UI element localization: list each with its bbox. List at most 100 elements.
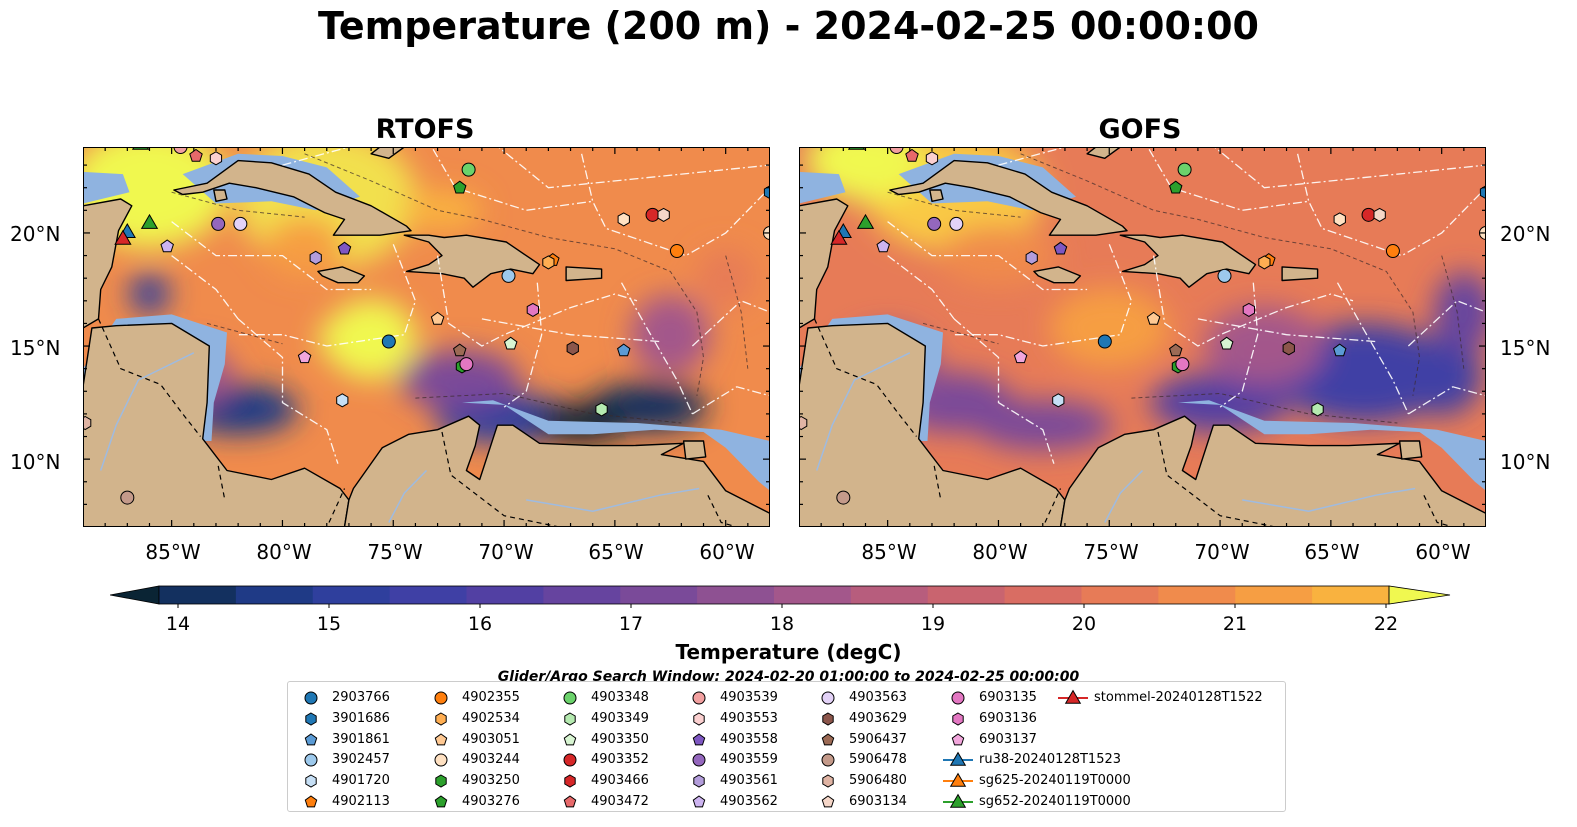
argo-float-marker (1097, 334, 1112, 349)
colorbar-segment (620, 586, 698, 604)
lon-label-80w-left: 80°W (256, 540, 312, 564)
circle-marker-icon (951, 691, 965, 705)
triangle-marker-icon (943, 772, 973, 787)
colorbar-segment (1081, 586, 1159, 604)
map-frame (799, 147, 1486, 527)
argo-float-marker (657, 207, 670, 222)
legend-marker (821, 732, 835, 745)
eez-boundary (1213, 147, 1486, 189)
argo-float-marker (1385, 244, 1400, 259)
river (526, 487, 700, 512)
argo-float-marker (949, 216, 964, 231)
figure-title: Temperature (200 m) - 2024-02-25 00:00:0… (317, 4, 1259, 48)
circle-marker-icon (563, 753, 577, 767)
land-jamaica (1033, 266, 1082, 284)
argo-float-marker (669, 244, 684, 259)
temperature-anomaly (972, 400, 1113, 451)
river (388, 469, 428, 523)
legend-marker (434, 795, 448, 808)
argo-float-marker (336, 393, 349, 408)
colorbar-segment (389, 586, 468, 604)
bathymetry-contour (415, 392, 682, 424)
colorbar-tick: 21 (1222, 613, 1248, 635)
eez-boundary (691, 300, 770, 347)
colorbar-tick: 17 (618, 613, 644, 635)
pentagon-marker-icon (692, 732, 706, 745)
legend-label: 4903349 (591, 710, 649, 726)
legend-marker (435, 774, 447, 788)
temperature-anomalies (805, 147, 1486, 451)
pentagon-marker-icon (563, 795, 577, 808)
legend-marker (693, 774, 705, 788)
legend-label: 4903553 (720, 710, 778, 726)
argo-float-marker (233, 216, 248, 231)
legend-label: 4903350 (591, 731, 649, 747)
colorbar-tick: 19 (920, 613, 946, 635)
legend-marker (434, 732, 448, 745)
argo-float-marker (503, 336, 518, 350)
circle-marker-icon (304, 691, 318, 705)
temperature-anomaly (1433, 272, 1486, 353)
legend-label: 4903561 (720, 773, 778, 789)
lon-label-75w-left: 75°W (367, 540, 423, 564)
country-border (1044, 488, 1062, 523)
colorbar-segment (774, 586, 852, 604)
legend-label: 4903558 (720, 731, 778, 747)
legend-marker (304, 732, 318, 745)
argo-float-marker (297, 350, 312, 364)
pentagon-marker-icon (304, 732, 318, 745)
argo-float-marker (1333, 212, 1346, 227)
legend-label: 4903466 (591, 773, 649, 789)
lon-label-60w-left: 60°W (699, 540, 755, 564)
argo-float-marker (1242, 302, 1255, 317)
legend-label: 4903562 (720, 794, 778, 809)
map-panel-gofs[interactable] (799, 147, 1486, 527)
glider-marker (114, 229, 132, 245)
river (1104, 469, 1144, 523)
argo-float-marker (1311, 402, 1324, 417)
legend-label: 4903244 (462, 752, 520, 768)
temperature-anomaly (402, 190, 483, 231)
lat-label-10n-left: 10°N (10, 450, 61, 474)
lon-label-85w-left: 85°W (145, 540, 201, 564)
legend-marker (949, 793, 967, 808)
legend-label: 4901720 (332, 773, 390, 789)
country-border (441, 431, 560, 527)
circle-marker-icon (563, 691, 577, 705)
temperature-anomaly (129, 274, 170, 315)
eez-boundary (1407, 300, 1486, 347)
colorbar-segment (466, 586, 544, 604)
argo-float-marker (542, 255, 555, 270)
land-jamaica (317, 266, 366, 284)
colorbar-label: Temperature (degC) (675, 640, 902, 664)
eez-boundary (436, 255, 638, 347)
colorbar-segment (1312, 586, 1390, 604)
land-trinidad (682, 440, 707, 460)
argo-float-marker (566, 341, 579, 356)
colorbar-segment (543, 586, 621, 604)
hexagon-marker-icon (822, 774, 834, 788)
legend-label: 3901861 (332, 731, 390, 747)
argo-float-marker (836, 490, 851, 505)
legend-marker (949, 772, 967, 787)
legend-marker (305, 712, 317, 726)
argo-float-marker (211, 216, 226, 231)
argo-float-marker (1217, 268, 1232, 283)
lat-label-15n-left: 15°N (10, 336, 61, 360)
legend-marker (821, 691, 835, 705)
argo-float-marker (120, 490, 135, 505)
lon-label-70w-left: 70°W (478, 540, 534, 564)
colorbar-segment (159, 586, 237, 604)
country-border (1423, 495, 1453, 527)
lon-label-80w-right: 80°W (972, 540, 1028, 564)
circle-marker-icon (434, 753, 448, 767)
legend-label: 4903051 (462, 731, 520, 747)
legend-label: 4903472 (591, 794, 649, 809)
map-panel-rtofs[interactable] (83, 147, 770, 527)
eez-boundary (692, 386, 770, 415)
country-border (1157, 431, 1276, 527)
legend-label: 4902113 (332, 794, 390, 809)
panel-title-gofs: GOFS (1098, 114, 1182, 145)
argo-float-marker (876, 239, 890, 253)
circle-marker-icon (821, 691, 835, 705)
